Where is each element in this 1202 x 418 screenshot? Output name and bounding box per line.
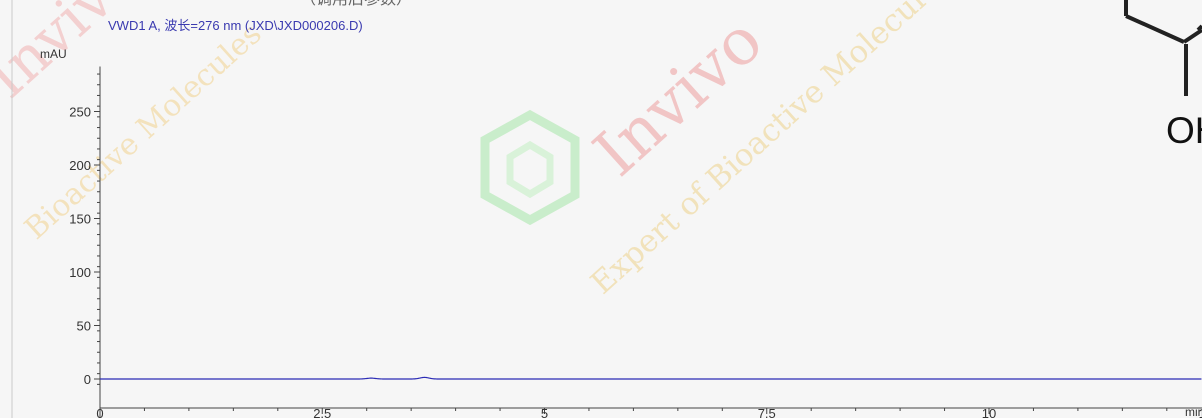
y-tick-label: 50: [77, 319, 91, 334]
x-tick-label: 7.5: [758, 406, 776, 418]
chemical-structure: OH: [1124, 0, 1202, 151]
header-fragment: （调用后参数）: [300, 0, 412, 8]
x-tick-label: 5: [541, 406, 548, 418]
x-tick-label: 0: [96, 406, 103, 418]
axes: 05010015020025002.557.51012.51517.52022.…: [69, 66, 1202, 418]
y-tick-label: 200: [69, 158, 91, 173]
y-tick-label: 250: [69, 105, 91, 120]
x-tick-label: 10: [982, 406, 996, 418]
watermark-logo: [480, 109, 580, 226]
x-tick-label: 12.5: [1199, 406, 1202, 418]
x-tick-label: 2.5: [313, 406, 331, 418]
chart-title: VWD1 A, 波长=276 nm (JXD\JXD000206.D): [108, 18, 363, 33]
signal-trace: [100, 376, 1202, 380]
watermark-brand-left: Invivo: [0, 0, 152, 111]
y-tick-label: 0: [84, 372, 91, 387]
marks: 14.19116.656: [100, 376, 1202, 380]
watermark: Invivo Bioactive Molecules Invivo Expert…: [0, 0, 958, 301]
y-tick-label: 100: [69, 265, 91, 280]
y-axis-unit: mAU: [40, 47, 67, 61]
y-tick-label: 150: [69, 212, 91, 227]
hydroxyl-label: OH: [1166, 110, 1202, 151]
